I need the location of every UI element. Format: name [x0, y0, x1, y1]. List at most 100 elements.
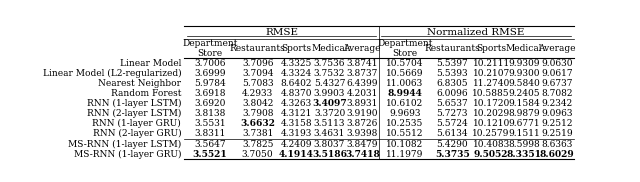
- Text: 6.8305: 6.8305: [436, 79, 468, 88]
- Text: 9.2519: 9.2519: [541, 129, 573, 138]
- Text: 8.6029: 8.6029: [540, 150, 574, 159]
- Text: 8.9944: 8.9944: [387, 89, 422, 98]
- Text: 3.8737: 3.8737: [347, 69, 378, 78]
- Text: 3.9398: 3.9398: [347, 129, 378, 138]
- Text: 3.3720: 3.3720: [314, 109, 345, 118]
- Text: Sports: Sports: [282, 44, 312, 53]
- Text: Department
Store: Department Store: [182, 39, 238, 58]
- Text: 5.7083: 5.7083: [242, 79, 273, 88]
- Text: 3.7006: 3.7006: [195, 59, 226, 68]
- Text: 5.9784: 5.9784: [194, 79, 226, 88]
- Text: 3.7050: 3.7050: [242, 150, 273, 159]
- Text: Sports: Sports: [476, 44, 506, 53]
- Text: 9.0963: 9.0963: [541, 109, 573, 118]
- Text: 5.4290: 5.4290: [436, 139, 468, 149]
- Text: 3.4097: 3.4097: [312, 99, 347, 108]
- Text: 3.8479: 3.8479: [346, 139, 378, 149]
- Text: 8.3351: 8.3351: [507, 150, 541, 159]
- Text: 9.5052: 9.5052: [474, 150, 508, 159]
- Text: 5.5724: 5.5724: [436, 119, 468, 128]
- Text: 4.3121: 4.3121: [281, 109, 312, 118]
- Text: 10.1720: 10.1720: [472, 99, 509, 108]
- Text: 8.9879: 8.9879: [508, 109, 540, 118]
- Text: RMSE: RMSE: [265, 28, 298, 37]
- Text: 4.3193: 4.3193: [281, 129, 312, 138]
- Text: 8.7082: 8.7082: [541, 89, 573, 98]
- Text: 10.1210: 10.1210: [472, 119, 509, 128]
- Text: 5.5397: 5.5397: [436, 59, 468, 68]
- Text: Average: Average: [538, 44, 576, 53]
- Text: Average: Average: [344, 44, 381, 53]
- Text: 3.4631: 3.4631: [314, 129, 345, 138]
- Text: 8.6402: 8.6402: [281, 79, 312, 88]
- Text: 10.2535: 10.2535: [386, 119, 424, 128]
- Text: 11.2740: 11.2740: [472, 79, 509, 88]
- Text: 3.9190: 3.9190: [346, 109, 378, 118]
- Text: Department
Store: Department Store: [377, 39, 433, 58]
- Text: 10.4083: 10.4083: [472, 139, 509, 149]
- Text: 10.1082: 10.1082: [386, 139, 423, 149]
- Text: 3.8726: 3.8726: [347, 119, 378, 128]
- Text: 9.2512: 9.2512: [541, 119, 573, 128]
- Text: RNN (2-layer GRU): RNN (2-layer GRU): [93, 129, 181, 139]
- Text: 3.8741: 3.8741: [346, 59, 378, 68]
- Text: Restaurants: Restaurants: [424, 44, 480, 53]
- Text: 4.2409: 4.2409: [281, 139, 312, 149]
- Text: 10.6102: 10.6102: [386, 99, 423, 108]
- Text: 9.2342: 9.2342: [541, 99, 573, 108]
- Text: 6.0096: 6.0096: [436, 89, 468, 98]
- Text: 3.5531: 3.5531: [194, 119, 226, 128]
- Text: 4.1914: 4.1914: [279, 150, 314, 159]
- Text: 9.1511: 9.1511: [508, 129, 540, 138]
- Text: 5.7273: 5.7273: [436, 109, 468, 118]
- Text: 4.2933: 4.2933: [242, 89, 273, 98]
- Text: RNN (1-layer GRU): RNN (1-layer GRU): [92, 119, 181, 128]
- Text: 9.5840: 9.5840: [508, 79, 540, 88]
- Text: 9.6737: 9.6737: [541, 79, 573, 88]
- Text: Restaurants: Restaurants: [230, 44, 285, 53]
- Text: Medical: Medical: [506, 44, 543, 53]
- Text: 8.5998: 8.5998: [508, 139, 540, 149]
- Text: 9.1584: 9.1584: [508, 99, 540, 108]
- Text: 9.9300: 9.9300: [508, 69, 540, 78]
- Text: 3.7532: 3.7532: [314, 69, 345, 78]
- Text: 3.5521: 3.5521: [193, 150, 227, 159]
- Text: 3.7536: 3.7536: [314, 59, 346, 68]
- Text: Random Forest: Random Forest: [111, 89, 181, 98]
- Text: 3.5647: 3.5647: [194, 139, 226, 149]
- Text: 3.5186: 3.5186: [312, 150, 347, 159]
- Text: 10.2111: 10.2111: [472, 59, 509, 68]
- Text: 9.0617: 9.0617: [541, 69, 573, 78]
- Text: 5.3735: 5.3735: [435, 150, 470, 159]
- Text: Nearest Neighbor: Nearest Neighbor: [98, 79, 181, 88]
- Text: 3.8138: 3.8138: [195, 109, 226, 118]
- Text: 5.5393: 5.5393: [436, 69, 468, 78]
- Text: 3.6632: 3.6632: [240, 119, 275, 128]
- Text: 3.6918: 3.6918: [195, 89, 226, 98]
- Text: 3.6920: 3.6920: [195, 99, 226, 108]
- Text: 9.9693: 9.9693: [389, 109, 420, 118]
- Text: MS-RNN (1-layer GRU): MS-RNN (1-layer GRU): [74, 150, 181, 159]
- Text: 4.3263: 4.3263: [281, 99, 312, 108]
- Text: 3.6999: 3.6999: [195, 69, 226, 78]
- Text: 4.3325: 4.3325: [281, 59, 312, 68]
- Text: 9.0630: 9.0630: [541, 59, 573, 68]
- Text: 10.5669: 10.5669: [386, 69, 424, 78]
- Text: 5.6134: 5.6134: [436, 129, 468, 138]
- Text: Medical: Medical: [311, 44, 348, 53]
- Text: 3.8042: 3.8042: [242, 99, 273, 108]
- Text: 8.6363: 8.6363: [541, 139, 573, 149]
- Text: 3.7908: 3.7908: [242, 109, 273, 118]
- Text: 3.9903: 3.9903: [314, 89, 345, 98]
- Text: 3.7381: 3.7381: [242, 129, 273, 138]
- Text: 3.7096: 3.7096: [242, 59, 273, 68]
- Text: 4.2031: 4.2031: [347, 89, 378, 98]
- Text: 4.8370: 4.8370: [281, 89, 312, 98]
- Text: 3.5113: 3.5113: [314, 119, 346, 128]
- Text: 3.7825: 3.7825: [242, 139, 273, 149]
- Text: 10.5704: 10.5704: [386, 59, 424, 68]
- Text: 4.3158: 4.3158: [280, 119, 312, 128]
- Text: 3.7418: 3.7418: [345, 150, 380, 159]
- Text: Linear Model (L2-regularized): Linear Model (L2-regularized): [42, 69, 181, 78]
- Text: 9.9309: 9.9309: [508, 59, 540, 68]
